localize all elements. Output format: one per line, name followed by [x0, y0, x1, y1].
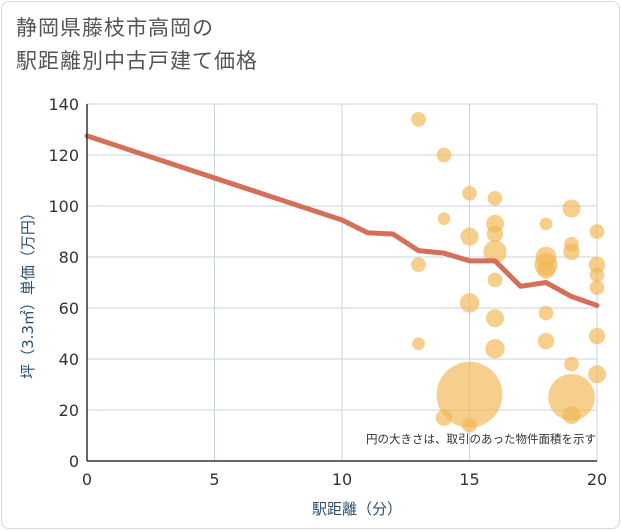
- data-bubble: [437, 212, 451, 226]
- bubble-series: [411, 111, 607, 433]
- data-bubble: [483, 240, 507, 264]
- tick-labels: 0 20 40 60 80 100 120 140 0 5 10 15 20: [48, 95, 607, 489]
- data-bubble: [486, 225, 504, 243]
- y-tick-label: 20: [59, 401, 79, 420]
- x-axis-title: 駅距離（分）: [312, 500, 402, 518]
- data-bubble: [411, 257, 426, 273]
- data-bubble: [487, 272, 503, 288]
- chart-title: 静岡県藤枝市高岡の 駅距離別中古戸建て価格: [16, 12, 258, 78]
- trend-line: [84, 133, 600, 308]
- y-tick-label: 0: [69, 452, 79, 471]
- data-bubble: [548, 373, 595, 421]
- chart-title-line-1: 静岡県藤枝市高岡の: [16, 16, 214, 40]
- data-bubble: [459, 293, 480, 313]
- y-tick-label: 120: [48, 146, 79, 165]
- data-bubble: [589, 267, 605, 283]
- y-axis-title: 坪（3.3㎡）単価（万円）: [19, 205, 37, 379]
- axes: [86, 104, 597, 462]
- x-tick-label: 10: [332, 470, 352, 489]
- data-bubble: [537, 332, 555, 350]
- data-bubble: [563, 243, 580, 261]
- bubble-size-note: 円の大きさは、取引のあった物件面積を示す: [366, 432, 596, 446]
- x-tick-label: 20: [587, 470, 607, 489]
- data-bubble: [462, 185, 477, 201]
- x-tick-label: 0: [82, 470, 92, 489]
- y-tick-label: 100: [48, 197, 79, 216]
- data-bubble: [487, 190, 503, 206]
- grid-lines: [87, 103, 598, 461]
- trend-line-layer: [84, 133, 600, 308]
- y-tick-label: 60: [59, 299, 79, 318]
- data-bubble: [485, 339, 505, 359]
- data-bubble: [412, 337, 425, 351]
- data-bubble: [539, 217, 553, 231]
- data-bubble: [436, 147, 452, 163]
- chart-title-line-2: 駅距離別中古戸建て価格: [16, 49, 258, 73]
- data-bubble: [460, 227, 479, 246]
- data-bubble: [536, 260, 556, 279]
- x-tick-label: 15: [459, 470, 479, 489]
- data-bubble: [588, 327, 606, 345]
- data-bubble: [485, 309, 505, 328]
- data-bubble: [587, 365, 607, 384]
- x-tick-label: 5: [209, 470, 219, 489]
- data-bubble: [562, 199, 581, 218]
- data-bubble: [589, 224, 605, 239]
- data-bubble: [462, 417, 477, 433]
- data-bubble: [436, 361, 503, 428]
- y-tick-label: 140: [48, 95, 79, 114]
- y-tick-label: 40: [59, 350, 79, 369]
- data-bubble: [564, 356, 579, 372]
- data-bubble: [411, 111, 426, 127]
- data-bubble: [538, 305, 554, 321]
- data-bubble: [562, 406, 581, 425]
- data-bubble: [589, 280, 605, 295]
- y-tick-label: 80: [59, 248, 79, 267]
